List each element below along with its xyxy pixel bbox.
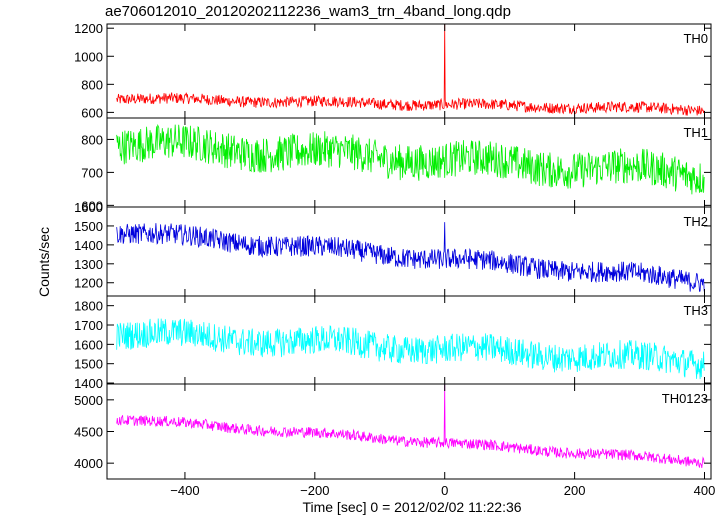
panels: 600 800 1000 1200 TH0 600 700 800 TH1 1200 1300 140… — [74, 21, 712, 480]
x-tick-label: 0 — [441, 483, 448, 498]
series-line-th0123 — [116, 384, 705, 469]
y-tick-label: 4500 — [74, 425, 103, 440]
figure-title: ae706012010_20120202112236_wam3_trn_4ban… — [105, 3, 511, 20]
y-axis-label: Counts/sec — [36, 227, 52, 297]
y-tick-label: 600 — [81, 198, 103, 213]
y-tick-label: 1400 — [74, 376, 103, 391]
panel-frame — [106, 383, 712, 480]
y-tick-label: 1600 — [74, 200, 103, 215]
x-tick-label: −200 — [300, 483, 329, 498]
y-tick-label: 1500 — [74, 357, 103, 372]
y-tick-label: 1700 — [74, 318, 103, 333]
y-tick-label: 1500 — [74, 219, 103, 234]
panel-label: TH0123 — [662, 391, 708, 406]
y-tick-label: 600 — [81, 105, 103, 120]
y-tick-label: 800 — [81, 77, 103, 92]
y-tick-label: 1200 — [74, 21, 103, 36]
y-tick-label: 5000 — [74, 393, 103, 408]
panel-th0: 600 800 1000 1200 TH0 — [74, 21, 712, 120]
panel-frame — [106, 23, 712, 119]
y-tick-label: 1000 — [74, 49, 103, 64]
y-tick-label: 700 — [81, 165, 103, 180]
panel-label: TH1 — [683, 125, 708, 140]
panel-label: TH2 — [683, 214, 708, 229]
x-tick-label: 400 — [694, 483, 716, 498]
series-line-th2 — [116, 222, 705, 292]
y-tick-label: 1300 — [74, 257, 103, 272]
panel-th2: 1200 1300 1400 1500 1600 TH2 — [74, 200, 712, 297]
y-tick-label: 1200 — [74, 276, 103, 291]
y-tick-label: 800 — [81, 132, 103, 147]
series-line-th0 — [116, 24, 705, 116]
panel-th1: 600 700 800 TH1 — [81, 117, 712, 213]
panel-th3: 1400 1500 1600 1700 1800 TH3 — [74, 295, 712, 391]
y-tick-label: 1800 — [74, 299, 103, 314]
x-tick-label: 200 — [564, 483, 586, 498]
y-tick-label: 1600 — [74, 337, 103, 352]
series-line-th1 — [116, 123, 705, 195]
series-line-th3 — [116, 318, 705, 380]
panel-label: TH0 — [683, 31, 708, 46]
x-axis-label: Time [sec] 0 = 2012/02/02 11:22:36 — [302, 499, 521, 515]
y-tick-label: 4000 — [74, 456, 103, 471]
panel-label: TH3 — [683, 303, 708, 318]
y-tick-label: 1400 — [74, 238, 103, 253]
x-axis: −400 −200 0 200 400 — [170, 483, 715, 498]
panel-th0123: 4000 4500 5000 TH0123 — [74, 383, 712, 480]
x-tick-label: −400 — [170, 483, 199, 498]
